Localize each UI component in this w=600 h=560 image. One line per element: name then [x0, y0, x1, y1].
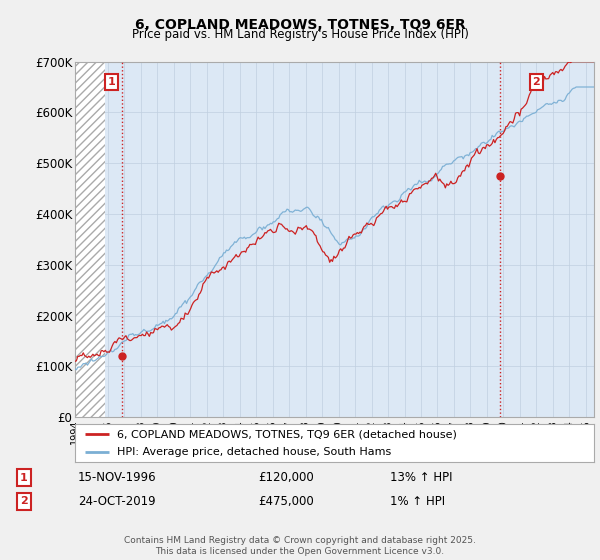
Text: 2: 2 [532, 77, 540, 87]
Text: 13% ↑ HPI: 13% ↑ HPI [390, 471, 452, 484]
Text: £475,000: £475,000 [258, 494, 314, 508]
Bar [75, 62, 104, 417]
Text: 6, COPLAND MEADOWS, TOTNES, TQ9 6ER (detached house): 6, COPLAND MEADOWS, TOTNES, TQ9 6ER (det… [116, 429, 457, 439]
Text: 1: 1 [20, 473, 28, 483]
Text: Price paid vs. HM Land Registry's House Price Index (HPI): Price paid vs. HM Land Registry's House … [131, 28, 469, 41]
Text: 1: 1 [107, 77, 115, 87]
Text: £120,000: £120,000 [258, 471, 314, 484]
Text: 1% ↑ HPI: 1% ↑ HPI [390, 494, 445, 508]
Text: 6, COPLAND MEADOWS, TOTNES, TQ9 6ER: 6, COPLAND MEADOWS, TOTNES, TQ9 6ER [134, 18, 466, 32]
Text: 15-NOV-1996: 15-NOV-1996 [78, 471, 157, 484]
Text: 2: 2 [20, 496, 28, 506]
Text: HPI: Average price, detached house, South Hams: HPI: Average price, detached house, Sout… [116, 447, 391, 458]
Text: Contains HM Land Registry data © Crown copyright and database right 2025.
This d: Contains HM Land Registry data © Crown c… [124, 536, 476, 556]
Text: 24-OCT-2019: 24-OCT-2019 [78, 494, 155, 508]
Bar [75, 62, 104, 417]
